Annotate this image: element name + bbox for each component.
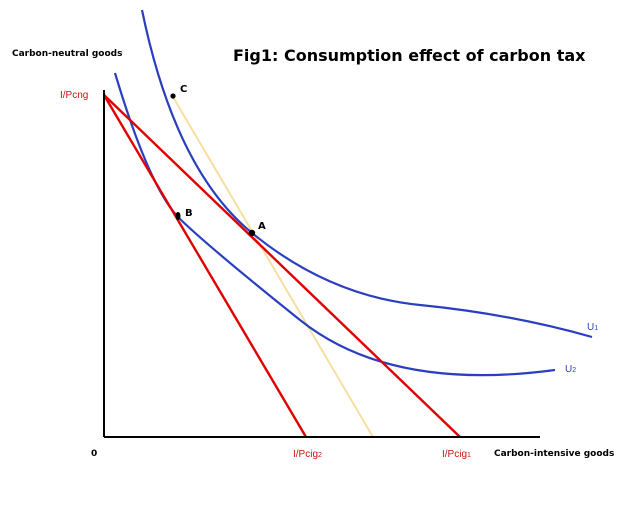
- x-intercept-after-tax-sub: 2: [318, 452, 322, 459]
- u1-sub: 1: [594, 325, 598, 332]
- u2-label: U2: [565, 364, 576, 375]
- point-c-marker: [170, 93, 176, 99]
- u1-label: U1: [587, 322, 598, 333]
- u2-main: U: [565, 364, 572, 375]
- point-c-label: C: [180, 84, 187, 95]
- point-b-label: B: [185, 208, 193, 219]
- indifference-curve-u1: [140, 9, 593, 339]
- chart-title: Fig1: Consumption effect of carbon tax: [233, 46, 586, 65]
- point-a-label: A: [258, 221, 266, 232]
- y-axis-label: Carbon-neutral goods: [12, 49, 122, 59]
- x-intercept-before-tax-sub: 1: [467, 452, 471, 459]
- x-intercept-before-tax-label: I/Pcig1: [442, 449, 471, 460]
- budget-line-before-tax: [103, 94, 461, 438]
- x-intercept-before-tax-main: I/Pcig: [442, 449, 467, 460]
- origin-label: 0: [91, 449, 97, 459]
- u1-main: U: [587, 322, 594, 333]
- u2-sub: 2: [572, 367, 576, 374]
- x-intercept-after-tax-main: I/Pcig: [293, 449, 318, 460]
- point-b-marker: [175, 212, 181, 220]
- budget-line-after-tax: [102, 94, 308, 438]
- y-intercept-label: I/Pcng: [60, 90, 88, 101]
- x-intercept-after-tax-label: I/Pcig2: [293, 449, 322, 460]
- point-a-marker: [248, 229, 256, 237]
- x-axis-label: Carbon-intensive goods: [494, 449, 614, 459]
- compensated-budget-line: [172, 96, 374, 438]
